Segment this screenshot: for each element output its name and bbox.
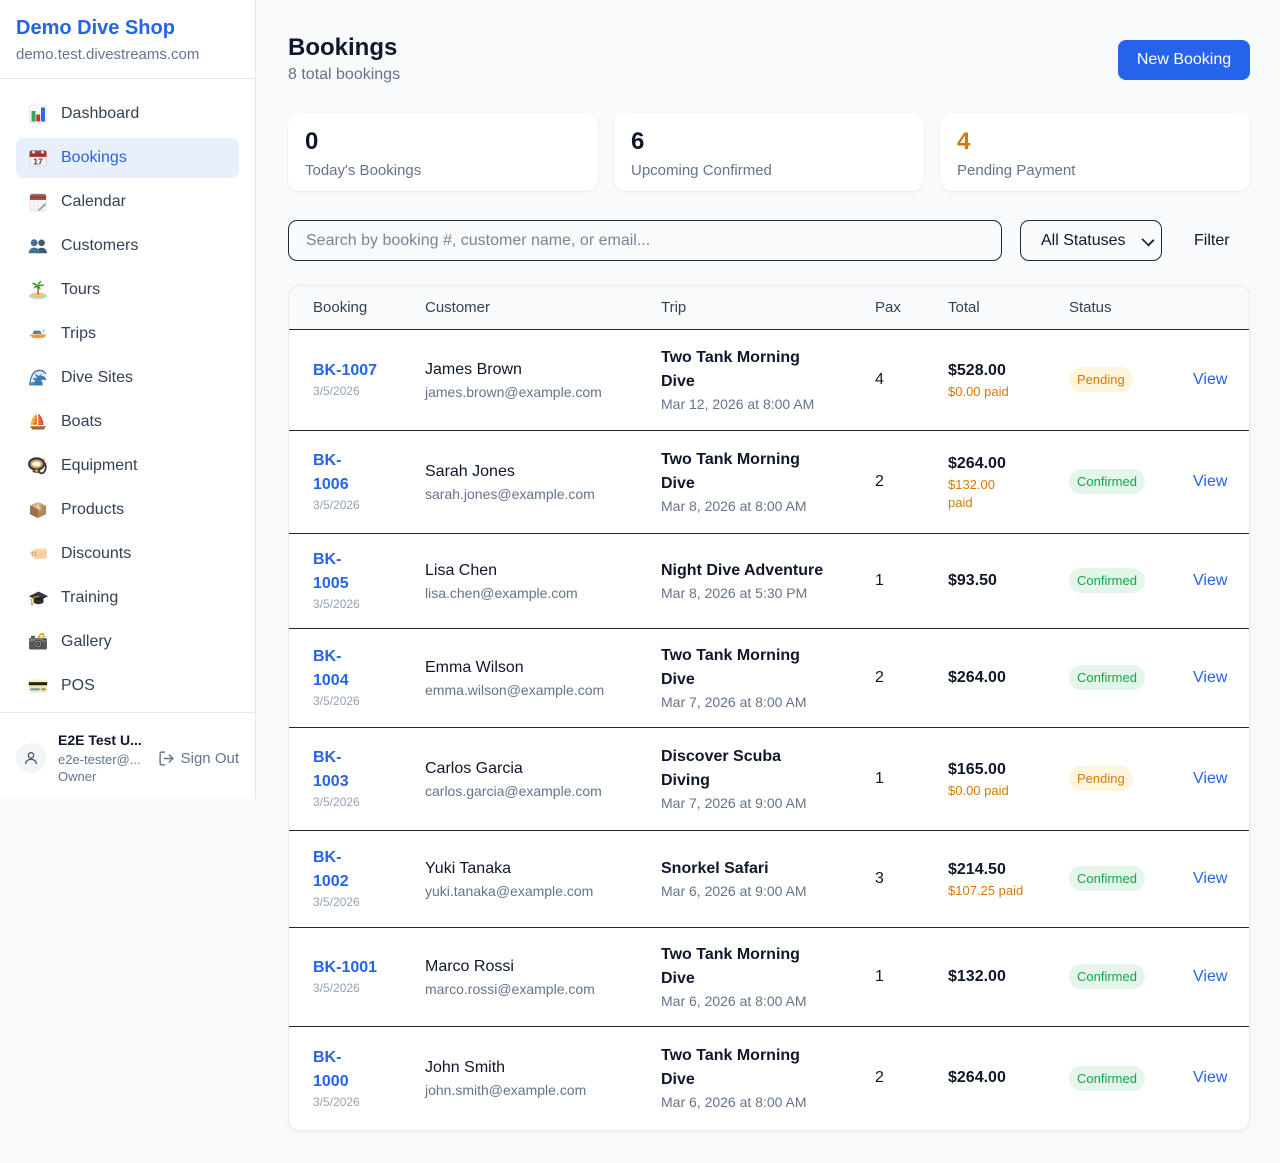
- svg-text:17: 17: [33, 157, 43, 167]
